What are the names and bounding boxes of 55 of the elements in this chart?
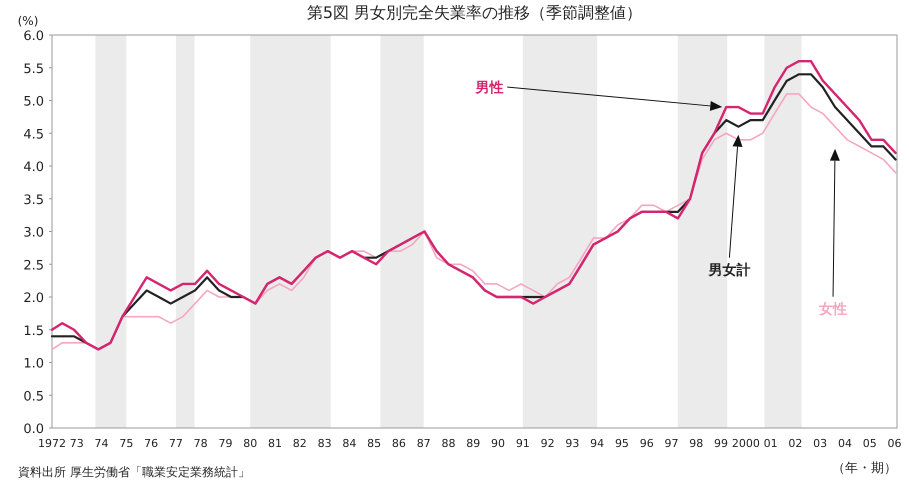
x-tick-label: 74 — [94, 437, 109, 450]
y-tick-label: 4.0 — [23, 160, 44, 175]
x-tick-label: 80 — [243, 437, 258, 450]
y-tick-label: 1.5 — [23, 324, 44, 339]
x-tick-label: 83 — [318, 437, 332, 450]
x-tick-label: 87 — [416, 437, 431, 450]
x-tick-label: 77 — [168, 437, 183, 450]
y-tick-label: 3.5 — [23, 192, 44, 208]
y-tick-label: 3.0 — [23, 226, 44, 240]
x-tick-label: 91 — [516, 437, 530, 450]
x-tick-label: 2000 — [732, 437, 760, 450]
y-tick-label: 1.0 — [23, 356, 44, 372]
text: 男性 — [474, 80, 504, 96]
x-tick-label: 96 — [640, 437, 654, 450]
x-tick-label: 82 — [292, 437, 307, 450]
y-tick-label: 0.5 — [23, 389, 44, 404]
x-tick-label: 79 — [218, 437, 232, 450]
y-tick-label: 0.0 — [23, 422, 44, 437]
y-tick-label: 2.5 — [23, 258, 44, 274]
x-tick-label: 86 — [392, 437, 406, 450]
x-tick-label: 85 — [367, 437, 382, 450]
text: 女性 — [818, 302, 848, 318]
x-tick-label: 73 — [70, 437, 84, 450]
x-tick-label: 93 — [565, 437, 580, 450]
y-tick-label: 5.0 — [23, 94, 44, 110]
y-tick-label: 2.0 — [23, 291, 44, 306]
x-tick-label: 95 — [614, 437, 629, 450]
text: 男女計 — [707, 262, 750, 279]
y-axis-title: (%) — [18, 14, 38, 28]
x-tick-label: 78 — [194, 437, 208, 450]
chart-title: 第5図 男女別完全失業率の推移（季節調整値） — [306, 3, 642, 22]
x-axis-title: （年・期） — [832, 461, 897, 476]
y-tick-label: 6.0 — [23, 29, 44, 44]
text: 資料出所 厚生労働省「職業安定業務統計」 — [18, 465, 250, 479]
x-tick-label: 98 — [689, 437, 704, 450]
x-tick-label: 84 — [342, 437, 356, 450]
x-tick-label: 02 — [788, 437, 802, 450]
x-tick-label: 94 — [590, 437, 604, 450]
y-tick-label: 5.5 — [23, 62, 44, 77]
x-tick-label: 92 — [540, 437, 555, 450]
y-tick-label: 4.5 — [23, 127, 44, 142]
x-tick-label: 04 — [838, 437, 852, 450]
x-tick-label: 88 — [441, 437, 456, 450]
x-tick-label: 97 — [664, 437, 678, 450]
x-tick-label: 05 — [862, 437, 877, 450]
x-tick-label: 76 — [144, 437, 158, 450]
x-tick-label: 03 — [813, 437, 828, 450]
x-tick-label: 90 — [491, 437, 506, 450]
x-tick-label: 01 — [764, 437, 778, 450]
x-tick-label: 81 — [268, 437, 282, 450]
x-tick-label: 1972 — [38, 437, 66, 450]
x-tick-label: 06 — [888, 437, 902, 450]
x-tick-label: 99 — [714, 437, 728, 450]
x-tick-label: 75 — [119, 437, 134, 450]
x-tick-label: 89 — [466, 437, 480, 450]
